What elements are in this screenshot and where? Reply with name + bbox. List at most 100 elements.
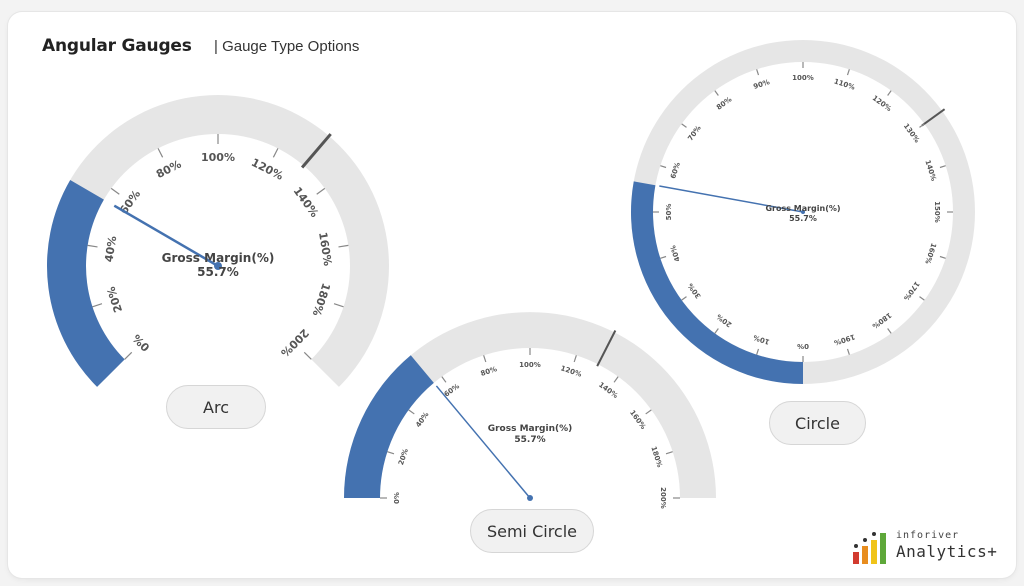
tick-label: 20% xyxy=(397,448,410,466)
tick-mark xyxy=(665,451,673,455)
tick-label: 30% xyxy=(686,282,702,300)
logo-name-text: Analytics+ xyxy=(896,542,998,561)
tick-label: 180% xyxy=(871,311,893,330)
tick-label: 200% xyxy=(659,487,667,509)
tick-mark xyxy=(681,123,687,128)
tick-label: 160% xyxy=(316,231,334,267)
gauge-needle-hub xyxy=(214,262,222,270)
tick-label: 180% xyxy=(649,445,663,468)
tick-label: 90% xyxy=(752,78,770,91)
tick-label: 80% xyxy=(480,365,498,378)
tick-mark xyxy=(272,148,279,158)
tick-label: 0% xyxy=(130,332,152,354)
tick-mark xyxy=(846,69,850,76)
tick-label: 0% xyxy=(393,492,401,504)
logo-bars-icon xyxy=(853,532,886,564)
tick-mark xyxy=(846,348,850,355)
tick-mark xyxy=(124,351,133,360)
tick-mark xyxy=(681,296,687,301)
tick-mark xyxy=(483,355,487,363)
tick-mark xyxy=(87,244,98,248)
tick-mark xyxy=(919,296,925,301)
arc-button[interactable]: Arc xyxy=(166,385,266,429)
tick-label: 120% xyxy=(871,94,893,113)
tick-label: 40% xyxy=(669,244,682,262)
gauge-value-fill xyxy=(344,355,434,498)
tick-mark xyxy=(387,451,395,455)
semi-circle-button[interactable]: Semi Circle xyxy=(470,509,594,553)
gauge-value-label: 55.7% xyxy=(789,214,817,223)
gauge-value-fill xyxy=(631,181,803,384)
tick-mark xyxy=(333,303,344,308)
tick-mark xyxy=(573,355,577,363)
gauge-needle xyxy=(435,385,531,499)
arc-gauge: 0%20%40%60%80%100% 120%140%160%180%200%Gr… xyxy=(46,95,389,387)
circle-gauge: 0% 10% 20% 30% 40% 50% 60% 70% 80% 90% 100% 110% 120… xyxy=(631,40,975,384)
tick-mark xyxy=(887,328,892,334)
tick-label: 170% xyxy=(902,280,921,302)
tick-label: 50% xyxy=(665,204,673,221)
tick-mark xyxy=(157,148,164,158)
tick-mark xyxy=(338,244,349,248)
tick-label: 150% xyxy=(933,201,941,223)
tick-label: 160% xyxy=(628,409,647,431)
gauge-needle xyxy=(659,185,804,213)
tick-label: 130% xyxy=(902,122,921,144)
tick-label: 0% xyxy=(797,342,809,350)
page-title: Angular Gauges xyxy=(42,36,192,56)
gauge-title: Gross Margin(%) xyxy=(488,424,573,434)
gauge-needle-hub xyxy=(801,210,805,214)
tick-label: 100% xyxy=(519,361,541,369)
tick-mark xyxy=(887,90,892,96)
tick-mark xyxy=(714,90,719,96)
tick-label: 60% xyxy=(669,161,682,179)
tick-mark xyxy=(303,351,312,360)
gauge-target-marker xyxy=(300,133,332,169)
tick-label: 40% xyxy=(102,235,119,263)
tick-label: 120% xyxy=(560,364,583,378)
tick-label: 110% xyxy=(833,77,856,91)
tick-mark xyxy=(645,409,652,415)
gauge-title: Gross Margin(%) xyxy=(765,204,840,213)
dashboard-card: Angular Gauges | Gauge Type Options 0% 20… xyxy=(8,12,1016,578)
tick-mark xyxy=(714,328,719,334)
tick-label: 120% xyxy=(249,156,285,183)
gauge-target-marker xyxy=(921,108,946,127)
header: Angular Gauges | Gauge Type Options xyxy=(42,36,359,56)
tick-mark xyxy=(660,255,667,259)
tick-mark xyxy=(919,123,925,128)
gauge-title: Gross Margin(%) xyxy=(162,251,275,265)
gauge-value-label: 55.7% xyxy=(514,435,545,445)
gauges-canvas: 0%20%40%60%80%100% 120%140%160%180%200%Gr… xyxy=(46,40,975,509)
tick-label: 140% xyxy=(923,159,937,182)
tick-label: 100% xyxy=(792,74,814,82)
tick-label: 140% xyxy=(291,185,321,220)
tick-mark xyxy=(110,187,120,195)
tick-mark xyxy=(613,376,619,383)
tick-label: 20% xyxy=(105,285,126,314)
tick-mark xyxy=(441,376,447,383)
tick-mark xyxy=(316,187,326,195)
tick-mark xyxy=(660,165,667,169)
semi-circle-gauge: 0%20%40%60%80%100% 120%140%160%180%200%Gr… xyxy=(344,312,716,509)
gauge-value-label: 55.7% xyxy=(197,265,239,279)
tick-mark xyxy=(939,165,946,169)
tick-mark xyxy=(408,409,415,415)
tick-label: 160% xyxy=(923,242,937,265)
tick-label: 10% xyxy=(752,333,770,346)
tick-label: 80% xyxy=(715,95,733,111)
tick-label: 20% xyxy=(715,312,733,328)
page-subtitle: | Gauge Type Options xyxy=(214,38,360,55)
tick-label: 190% xyxy=(833,332,856,346)
tick-mark xyxy=(939,255,946,259)
circle-button[interactable]: Circle xyxy=(769,401,866,445)
gauge-needle xyxy=(113,204,219,268)
tick-mark xyxy=(92,303,103,308)
tick-label: 70% xyxy=(686,124,702,142)
inforiver-logo: inforiver Analytics+ xyxy=(851,528,1011,568)
tick-label: 40% xyxy=(414,411,430,429)
gauge-value-fill xyxy=(46,179,125,387)
tick-mark xyxy=(756,69,760,76)
tick-label: 60% xyxy=(117,188,143,217)
gauge-needle-hub xyxy=(527,495,533,501)
